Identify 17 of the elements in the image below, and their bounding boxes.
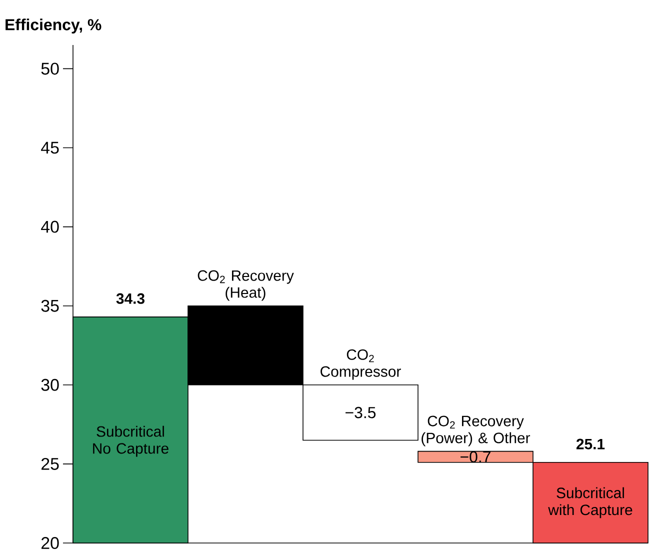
y-tick-label: 30: [41, 378, 59, 391]
y-axis-title: Efficiency, %: [6, 18, 102, 34]
data-label: 25.1: [576, 438, 605, 450]
y-tick-label: 45: [41, 142, 59, 154]
y-tick-label: 25: [42, 458, 59, 470]
y-tick-label: 50: [41, 62, 59, 75]
y-tick-label: 40: [41, 220, 59, 233]
x-tick-label: Subcritical No Capture: [93, 426, 168, 457]
y-tick-label: 20: [42, 537, 59, 549]
x-tick-label: Subcritical with Capture: [548, 487, 632, 518]
y-tick-label: 35: [41, 300, 59, 312]
x-tick-label: CO$_{2}$ Compressor: [320, 349, 401, 380]
data-label: 34.3: [116, 293, 144, 304]
x-tick-label: CO$_{2}$ Recovery (Power) & Other: [422, 416, 530, 446]
data-label: −3.5: [346, 406, 376, 418]
data-label: −0.7: [460, 451, 490, 462]
x-tick-label: CO$_{2}$ Recovery (Heat): [198, 270, 294, 301]
